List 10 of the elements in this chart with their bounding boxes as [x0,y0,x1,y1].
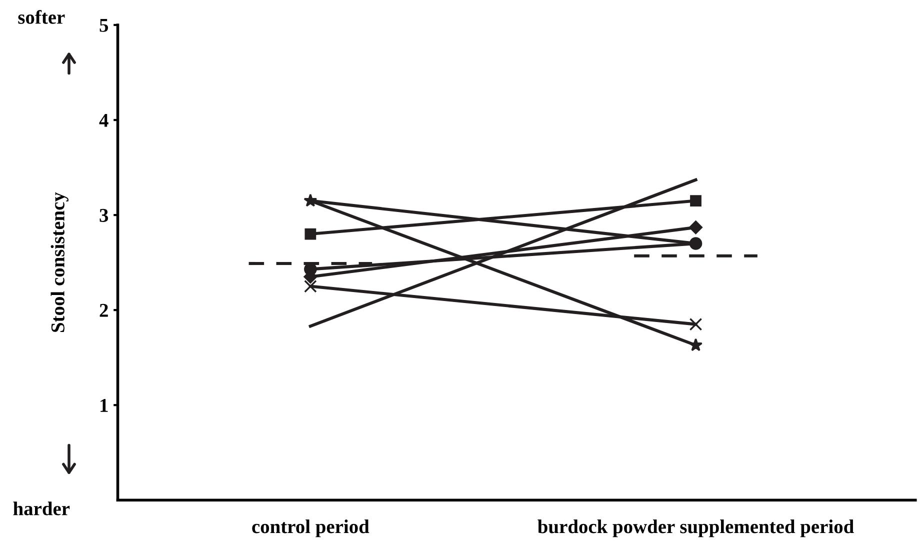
y-tick-label: 4 [99,114,108,127]
text: harder [13,502,70,516]
y-tick-label: 1 [100,398,108,412]
y-axis-title: Stool consistency [50,192,68,332]
x-tick-label: control period [252,520,370,538]
y-tick-label: 3 [100,208,108,222]
y-tick-label: 5 [100,18,108,32]
x-tick-label: burdock powder supplemented period [538,520,854,538]
y-tick-label: 2 [100,304,108,317]
text: softer [18,10,65,24]
